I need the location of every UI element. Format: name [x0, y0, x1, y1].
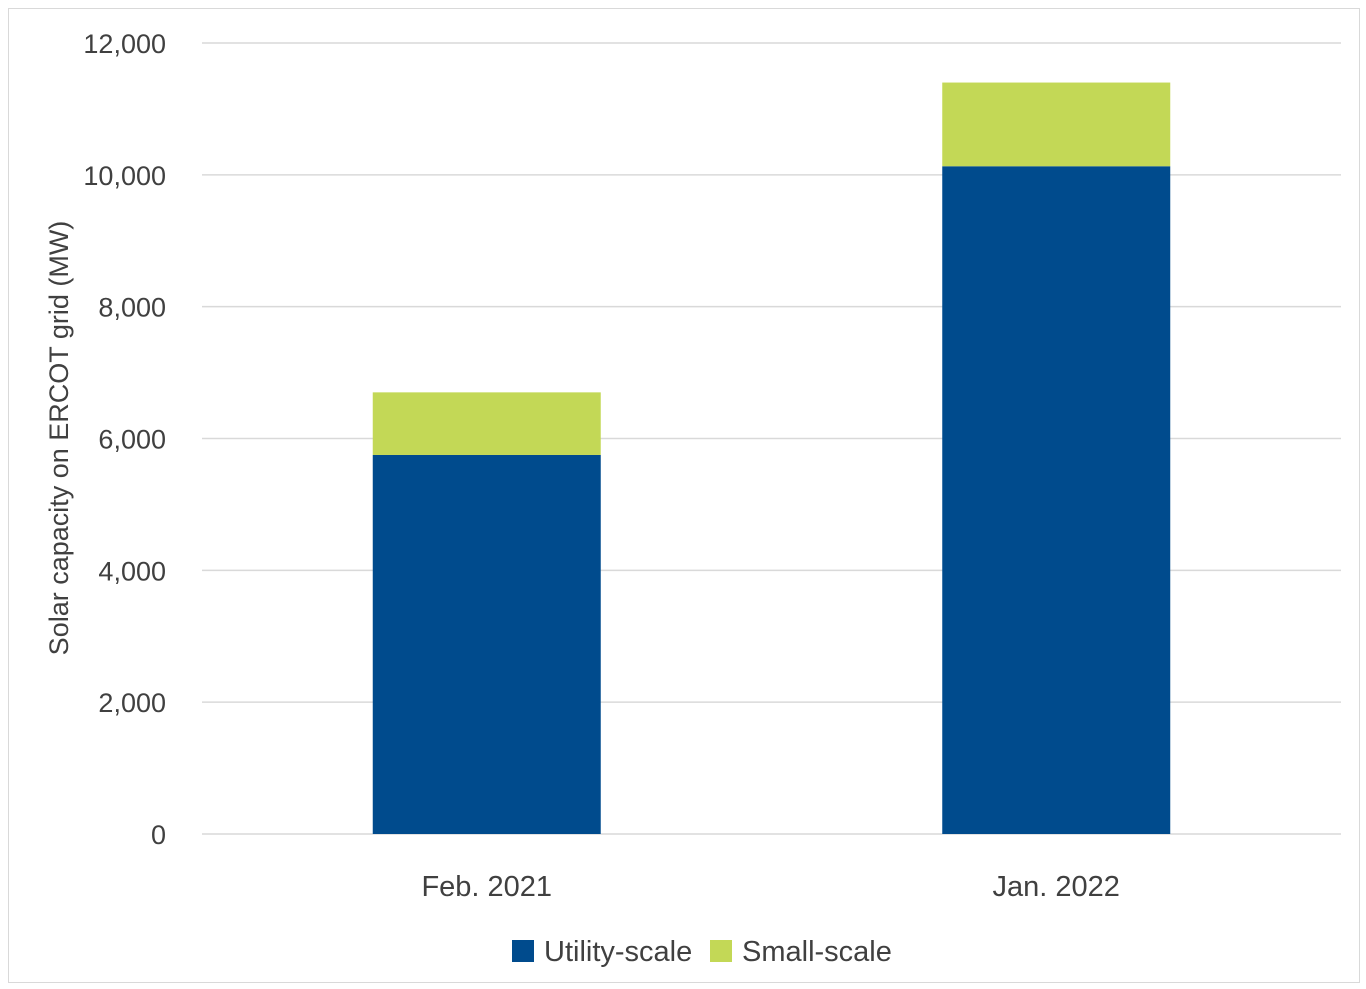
bars — [372, 82, 1171, 834]
bar-utility-scale-1 — [372, 454, 601, 834]
y-tick-label: 2,000 — [98, 688, 166, 718]
y-axis-label: Solar capacity on ERCOT grid (MW) — [44, 221, 74, 656]
y-tick-label: 10,000 — [83, 161, 166, 191]
legend-label: Utility-scale — [544, 936, 692, 968]
category-label: Jan. 2022 — [993, 871, 1120, 903]
bar-small-scale-2 — [942, 82, 1171, 167]
legend: Utility-scale Small-scale — [512, 936, 892, 968]
legend-swatch — [710, 940, 732, 962]
y-tick-label: 4,000 — [98, 556, 166, 586]
bar-small-scale-1 — [372, 392, 601, 455]
bar-utility-scale-2 — [942, 166, 1171, 834]
y-tick-label: 8,000 — [98, 293, 166, 323]
category-label: Feb. 2021 — [421, 871, 552, 903]
category-labels: Feb. 2021 Jan. 2022 — [421, 871, 1120, 903]
y-tick-label: 12,000 — [83, 29, 166, 59]
y-tick-label: 6,000 — [98, 425, 166, 455]
y-tick-labels: 0 2,000 4,000 6,000 8,000 10,000 12,000 — [83, 29, 166, 850]
legend-label: Small-scale — [742, 936, 892, 968]
legend-swatch — [512, 940, 534, 962]
y-tick-label: 0 — [151, 820, 166, 850]
